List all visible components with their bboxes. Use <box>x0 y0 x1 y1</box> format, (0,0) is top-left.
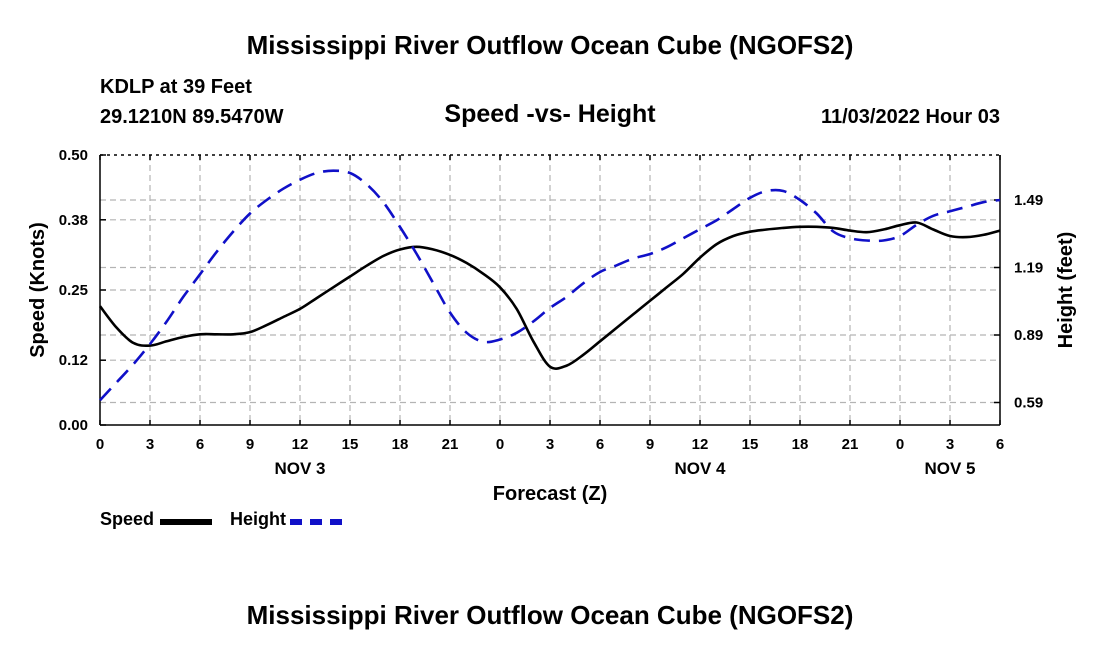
legend-speed-swatch <box>160 519 212 525</box>
y2-tick-label: 0.89 <box>1014 327 1043 344</box>
x-tick-label: 6 <box>196 436 204 453</box>
height-series-line <box>99 169 1001 402</box>
y2-tick-label: 1.49 <box>1014 192 1043 209</box>
x-tick-label: 15 <box>742 436 759 453</box>
y-tick-label: 0.12 <box>59 352 88 369</box>
legend-speed-label: Speed <box>100 509 155 529</box>
x-day-label: NOV 3 <box>274 459 325 478</box>
y2-tick-label: 1.19 <box>1014 260 1043 277</box>
x-tick-label: 9 <box>246 436 254 453</box>
page-title: Mississippi River Outflow Ocean Cube (NG… <box>246 30 854 60</box>
x-axis-title: Forecast (Z) <box>493 483 607 505</box>
x-tick-label: 3 <box>146 436 154 453</box>
station-label: KDLP at 39 Feet <box>100 76 252 98</box>
x-tick-label: 6 <box>596 436 604 453</box>
y-tick-label: 0.00 <box>59 417 88 434</box>
x-tick-label: 3 <box>546 436 554 453</box>
x-tick-label: 6 <box>996 436 1004 453</box>
y-tick-label: 0.25 <box>59 282 88 299</box>
y-tick-label: 0.38 <box>59 212 88 229</box>
x-tick-label: 12 <box>692 436 709 453</box>
y-axis-title: Speed (Knots) <box>27 222 49 358</box>
forecast-timestamp: 11/03/2022 Hour 03 <box>820 106 1000 128</box>
x-tick-label: 18 <box>392 436 409 453</box>
page-title-repeat: Mississippi River Outflow Ocean Cube (NG… <box>246 600 854 630</box>
x-tick-label: 0 <box>496 436 504 453</box>
station-coords: 29.1210N 89.5470W <box>100 106 284 128</box>
x-tick-label: 21 <box>442 436 459 453</box>
legend-height-label: Height <box>230 509 286 529</box>
x-tick-label: 0 <box>896 436 904 453</box>
x-tick-label: 9 <box>646 436 654 453</box>
y2-axis-title: Height (feet) <box>1055 232 1077 349</box>
x-tick-label: 18 <box>792 436 809 453</box>
legend-height-swatch <box>290 519 342 525</box>
x-tick-label: 12 <box>292 436 309 453</box>
x-tick-label: 3 <box>946 436 954 453</box>
x-day-label: NOV 5 <box>924 459 975 478</box>
x-day-label: NOV 4 <box>674 459 726 478</box>
speed-series-line <box>98 221 1001 370</box>
speed-height-chart: 0 3 6 9 12 15 18 21 0 3 6 9 12 15 18 21 0 3 6 NOV 3 NOV 4 NOV… <box>27 147 1077 505</box>
y2-tick-label: 0.59 <box>1014 395 1043 412</box>
y-tick-label: 0.50 <box>59 147 88 164</box>
x-tick-label: 0 <box>96 436 104 453</box>
x-tick-label: 21 <box>842 436 859 453</box>
x-tick-label: 15 <box>342 436 359 453</box>
chart-subtitle: Speed -vs- Height <box>444 100 656 128</box>
